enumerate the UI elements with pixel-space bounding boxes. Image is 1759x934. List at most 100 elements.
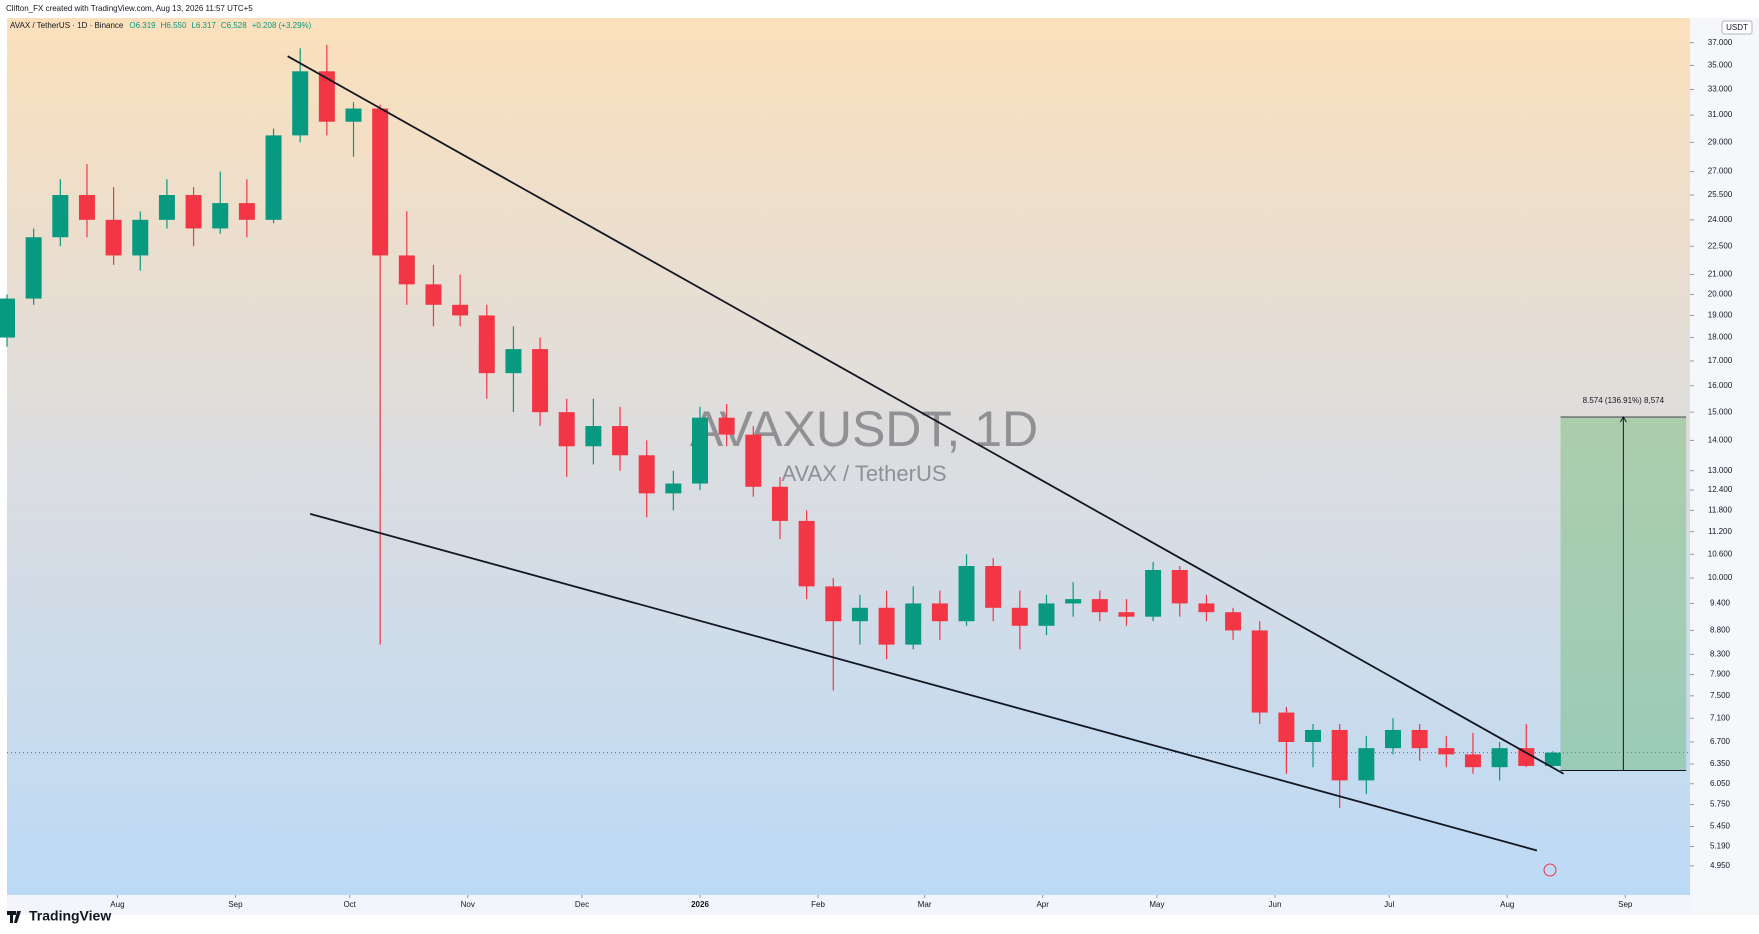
ohlc-label: L6.317 xyxy=(191,21,216,30)
y-tick-label: 4.950 xyxy=(1710,861,1731,870)
candle-body xyxy=(425,284,442,305)
price-axis-background xyxy=(1690,18,1759,915)
candle-body xyxy=(1491,748,1508,768)
candle-body xyxy=(452,304,469,316)
candle-body xyxy=(78,195,95,220)
y-tick-label: 17.000 xyxy=(1708,356,1733,365)
y-tick-label: 21.000 xyxy=(1708,270,1733,279)
x-tick-label: Oct xyxy=(343,900,356,909)
x-tick-label: 2026 xyxy=(691,900,709,909)
candle-body xyxy=(1145,569,1162,617)
brand: TradingView xyxy=(29,908,111,924)
y-tick-label: 18.000 xyxy=(1708,333,1733,342)
y-tick-label: 19.000 xyxy=(1708,311,1733,320)
candle-body xyxy=(1544,752,1561,766)
candle-body xyxy=(905,603,922,645)
candle-body xyxy=(718,417,735,435)
y-tick-label: 24.000 xyxy=(1708,215,1733,224)
candle-body xyxy=(1518,748,1535,766)
trendline xyxy=(309,512,1538,852)
candle-body xyxy=(158,195,175,220)
y-tick-label: 5.450 xyxy=(1710,822,1731,831)
x-tick-label: Dec xyxy=(575,900,589,909)
candle-body xyxy=(1251,630,1268,713)
y-tick-label: 10.600 xyxy=(1708,549,1733,558)
y-tick-label: 20.000 xyxy=(1708,290,1733,299)
x-tick-label: Jul xyxy=(1384,900,1394,909)
candle-body xyxy=(1065,599,1082,604)
y-tick-label: 12.400 xyxy=(1708,485,1733,494)
candle-body xyxy=(1305,729,1322,742)
trendline xyxy=(287,55,1565,775)
x-tick-label: Feb xyxy=(811,900,825,909)
y-tick-label: 11.200 xyxy=(1708,527,1732,536)
candle-body xyxy=(1198,603,1215,613)
brand-logo xyxy=(7,911,21,923)
candle-body xyxy=(132,219,149,256)
candle-body xyxy=(532,349,549,413)
candle-body xyxy=(1038,603,1055,626)
x-tick-label: Apr xyxy=(1036,900,1049,909)
candle-body xyxy=(1464,754,1481,768)
candle-body xyxy=(771,486,788,521)
candle-body xyxy=(958,566,975,622)
candle-body xyxy=(345,108,362,122)
candle-body xyxy=(1171,569,1188,604)
y-tick-label: 25.500 xyxy=(1708,190,1733,199)
y-tick-label: 33.000 xyxy=(1708,85,1733,94)
unit-box xyxy=(1721,20,1753,35)
y-tick-label: 13.000 xyxy=(1708,466,1733,475)
candle-body xyxy=(745,434,762,487)
candle-body xyxy=(0,298,15,338)
y-tick-label: 6.050 xyxy=(1710,779,1731,788)
y-tick-label: 7.100 xyxy=(1710,713,1731,722)
y-tick-label: 37.000 xyxy=(1708,38,1733,47)
time-axis-background xyxy=(7,895,1690,915)
y-tick-label: 8.800 xyxy=(1710,626,1731,635)
candle-body xyxy=(292,71,309,136)
y-tick-label: 9.400 xyxy=(1710,599,1731,608)
x-tick-label: Jun xyxy=(1269,900,1282,909)
candle-body xyxy=(985,566,1002,608)
candle-body xyxy=(878,607,895,645)
x-tick-label: Sep xyxy=(228,900,243,909)
candle-body xyxy=(318,71,335,122)
candle-body xyxy=(265,135,282,220)
candle-body xyxy=(558,412,575,447)
candle-body xyxy=(1278,712,1295,742)
candle-body xyxy=(1358,748,1375,781)
y-tick-label: 15.000 xyxy=(1708,407,1733,416)
candle-body xyxy=(505,349,522,374)
x-tick-label: Mar xyxy=(918,900,932,909)
candle-body xyxy=(585,426,602,447)
header: Clifton_FX created with TradingView.com,… xyxy=(6,4,253,13)
y-tick-label: 5.750 xyxy=(1710,800,1731,809)
candle-body xyxy=(1385,729,1401,749)
y-tick-label: 7.900 xyxy=(1710,670,1731,679)
candle-body xyxy=(212,203,229,229)
y-tick-label: 7.500 xyxy=(1710,691,1731,700)
candle-body xyxy=(105,219,122,256)
candle-body xyxy=(665,483,682,494)
candle-body xyxy=(398,255,415,285)
x-tick-label: Aug xyxy=(110,900,124,909)
x-tick-label: Sep xyxy=(1618,900,1633,909)
y-tick-label: 10.000 xyxy=(1708,573,1733,582)
candle-body xyxy=(238,203,255,220)
candle-body xyxy=(825,586,842,622)
ohlc-label: H6.550 xyxy=(161,21,187,30)
candle-body xyxy=(1411,729,1428,749)
y-tick-label: 5.190 xyxy=(1710,842,1731,851)
position-arrow-head xyxy=(1619,416,1627,423)
x-tick-label: Nov xyxy=(461,900,475,909)
candle-body xyxy=(1011,607,1028,626)
y-tick-label: 8.300 xyxy=(1710,649,1731,658)
candle-body xyxy=(1225,612,1242,631)
y-tick-label: 11.800 xyxy=(1708,505,1732,514)
candle-body xyxy=(851,607,868,622)
candle-body xyxy=(612,426,629,456)
candle-body xyxy=(185,195,202,229)
candle-body xyxy=(372,108,389,256)
y-unit: USDT xyxy=(1726,23,1748,32)
